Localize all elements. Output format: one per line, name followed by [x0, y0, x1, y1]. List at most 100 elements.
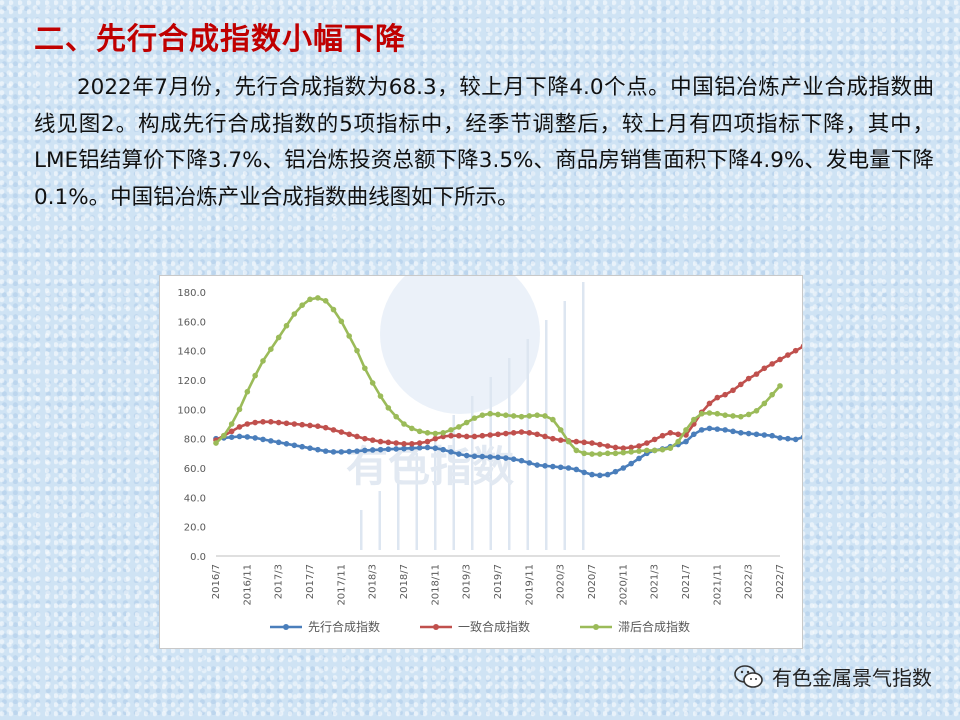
series-3-point [714, 410, 721, 417]
series-3-point [393, 413, 399, 420]
footer-brand: 有色金属景气指数 [734, 662, 932, 691]
series-1-point [518, 457, 525, 464]
series-2-point [589, 440, 595, 446]
body-paragraph: 2022年7月份，先行合成指数为68.3，较上月下降4.0个点。中国铝冶炼产业合… [34, 75, 934, 210]
x-tick-label: 2018/3 [368, 564, 379, 599]
series-1-point [526, 460, 533, 466]
watermark-bar [582, 282, 585, 550]
x-tick-label: 2022/7 [775, 564, 786, 599]
series-3-point [612, 450, 619, 457]
footer-brand-label: 有色金属景气指数 [772, 666, 932, 690]
x-tick-label: 2020/7 [587, 564, 598, 599]
series-3-point [761, 400, 768, 407]
series-2-point [644, 440, 650, 446]
series-2-point [503, 430, 509, 437]
series-1-point [401, 445, 407, 452]
series-3-point [738, 413, 744, 420]
series-2-point [471, 433, 478, 440]
series-1-point [471, 453, 478, 460]
series-1-point [424, 444, 431, 451]
series-1-point [275, 439, 282, 446]
series-2-point [283, 420, 290, 427]
y-tick-label: 180.0 [177, 288, 206, 299]
series-3-point [518, 413, 525, 420]
series-1-point [753, 431, 760, 438]
series-1-point [761, 432, 768, 438]
series-3-point [667, 445, 674, 451]
series-3-point [730, 413, 736, 419]
series-1-point [698, 427, 705, 433]
series-3-point [510, 413, 517, 419]
series-3-point [550, 416, 556, 423]
y-tick-label: 100.0 [177, 405, 206, 416]
watermark-bar [415, 453, 418, 550]
series-3-point [745, 411, 752, 418]
series-1-point [330, 449, 337, 455]
series-3-point [338, 318, 345, 325]
page-heading: 二、先行合成指数小幅下降 [34, 22, 406, 57]
series-1-point [565, 465, 572, 471]
series-2-point [377, 438, 384, 445]
watermark-bar [508, 358, 511, 550]
series-1-point [244, 434, 251, 440]
series-3-point [354, 347, 360, 354]
series-3-point [675, 438, 681, 445]
watermark-bar [360, 510, 363, 550]
y-tick-label: 80.0 [184, 435, 206, 446]
y-tick-label: 160.0 [177, 317, 206, 328]
series-2-point [307, 422, 313, 429]
series-3-point [683, 427, 689, 433]
series-3-point [651, 447, 658, 454]
series-3-point [589, 451, 595, 457]
series-3-point [487, 410, 493, 417]
series-2-point [369, 437, 376, 443]
series-1-point [448, 449, 454, 455]
series-1-point [714, 426, 721, 432]
series-2-point [385, 439, 392, 446]
series-3-point [299, 302, 305, 308]
series-2-point [722, 391, 728, 398]
series-1-point [683, 438, 689, 445]
chart-canvas: 有色指数0.020.040.060.080.0100.0120.0140.016… [177, 276, 802, 634]
series-1-point [745, 430, 752, 437]
series-2-point [777, 356, 783, 363]
series-2-point [612, 444, 619, 451]
series-3-point [456, 424, 462, 430]
series-2-point [393, 440, 399, 446]
x-tick-label: 2016/7 [211, 564, 222, 599]
series-2-point [346, 431, 352, 438]
series-1-point [604, 471, 611, 478]
series-1-point [283, 441, 290, 447]
series-1-point [260, 436, 266, 443]
series-1-point [268, 438, 274, 444]
series-2-point [581, 439, 587, 446]
series-2-point [636, 443, 642, 449]
series-2-point [628, 444, 634, 451]
series-3-point [542, 413, 548, 419]
x-tick-label: 2022/3 [744, 564, 755, 599]
series-2-point [268, 419, 274, 425]
series-3-point [526, 413, 533, 419]
series-2-point [714, 394, 721, 401]
series-1-point [228, 434, 235, 440]
x-tick-label: 2020/3 [556, 564, 567, 599]
wechat-icon [734, 664, 763, 688]
series-3-point [753, 408, 760, 414]
series-2-point [291, 421, 298, 427]
series-2-point [730, 387, 736, 394]
y-tick-label: 120.0 [177, 376, 206, 387]
series-1-point [581, 469, 587, 476]
series-1-point [463, 452, 470, 459]
series-1-point [597, 472, 603, 479]
series-3-point [221, 432, 227, 439]
series-2-point [244, 421, 251, 427]
series-1-point [612, 468, 619, 475]
series-3-point [409, 425, 415, 432]
series-3-point [557, 427, 564, 433]
series-1-point [722, 427, 728, 433]
x-tick-label: 2021/3 [650, 564, 661, 599]
series-3-point [315, 295, 321, 301]
series-1-point [362, 447, 368, 454]
series-1-point [487, 454, 493, 460]
series-1-point [573, 466, 580, 473]
